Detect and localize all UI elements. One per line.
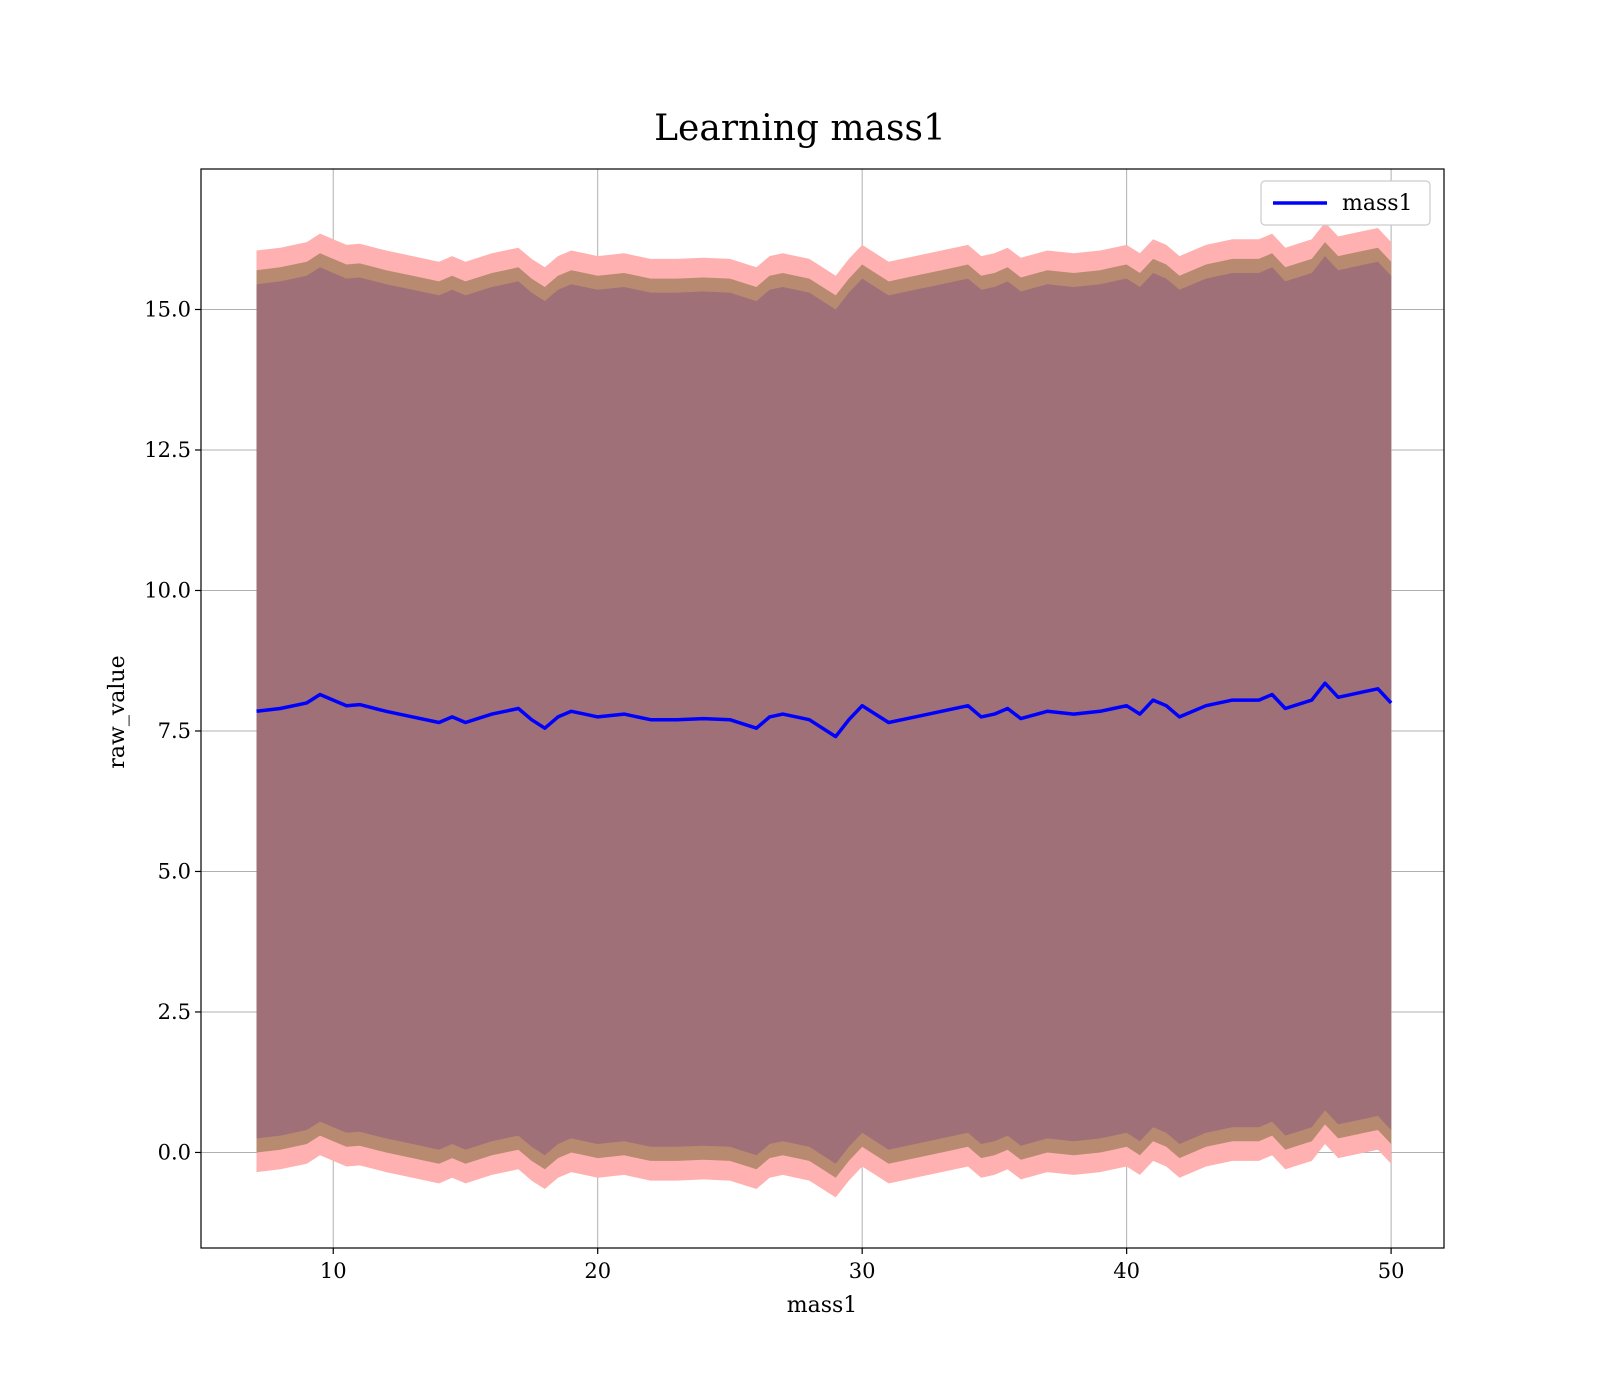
- x-tick-label: 40: [1113, 1259, 1140, 1283]
- x-axis-label: mass1: [787, 1293, 858, 1318]
- y-tick-label: 15.0: [144, 297, 191, 321]
- axes-frame: [200, 168, 1445, 1249]
- legend-box: [1260, 180, 1431, 226]
- y-axis-label: raw_value: [105, 655, 130, 768]
- x-tick-label: 30: [849, 1259, 876, 1283]
- x-tick-label: 20: [584, 1259, 611, 1283]
- series-line-mass1: [256, 681, 1393, 739]
- legend-label: mass1: [1342, 191, 1413, 216]
- y-tick-label: 2.5: [158, 1000, 191, 1024]
- band-inner: [256, 256, 1392, 1164]
- y-tick-label: 7.5: [158, 719, 191, 743]
- y-tick-label: 5.0: [158, 859, 191, 883]
- y-tick-label: 12.5: [144, 438, 191, 462]
- legend: mass1: [1260, 180, 1431, 226]
- y-tick-label: 10.0: [144, 578, 191, 602]
- x-tick-label: 10: [320, 1259, 347, 1283]
- plot-area: 10 20 30 40 50 0.0 2.5 5.0 7.5 10.0 12.5 15.0: [144, 168, 1445, 1283]
- x-tick-label: 50: [1378, 1259, 1405, 1283]
- chart-title: Learning mass1: [654, 108, 946, 149]
- y-tick-label: 0.0: [158, 1140, 191, 1164]
